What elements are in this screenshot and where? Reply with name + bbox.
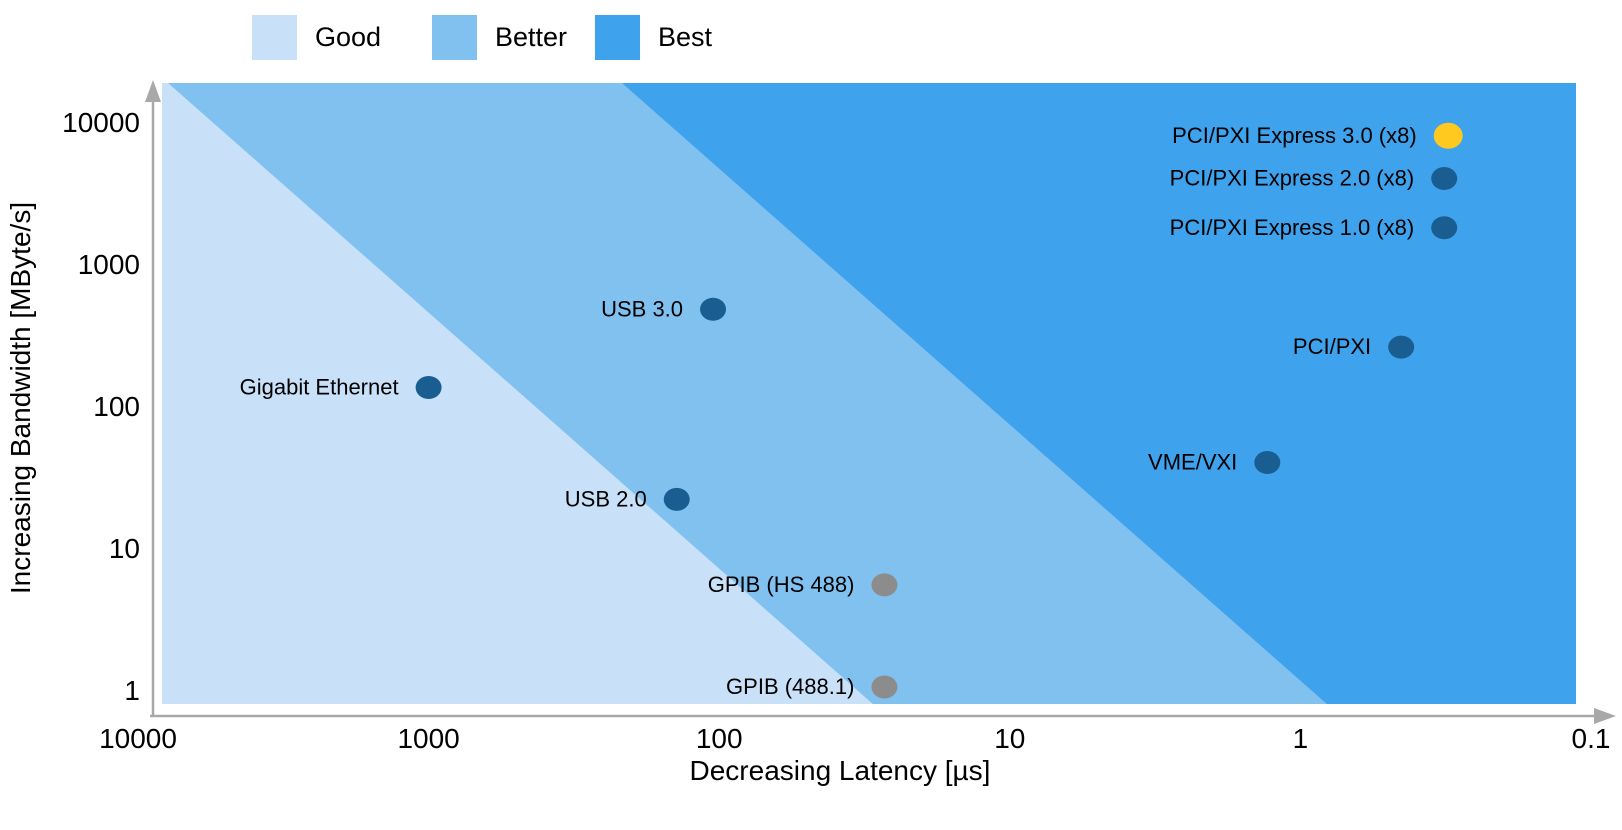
- data-point: [415, 375, 442, 399]
- legend-item-best: Best: [595, 15, 712, 60]
- data-point: [1433, 122, 1463, 149]
- y-tick-label: 1000: [78, 249, 140, 280]
- x-tick-label: 100: [696, 723, 743, 754]
- legend: Good Better Best: [0, 0, 1622, 74]
- point-label: GPIB (HS 488): [708, 572, 855, 597]
- legend-label: Best: [658, 22, 713, 52]
- point-label: Gigabit Ethernet: [240, 374, 399, 399]
- region-best: [622, 83, 1576, 704]
- legend-label: Better: [495, 22, 568, 52]
- data-point: [1431, 216, 1458, 240]
- y-tick-label: 10: [109, 533, 140, 564]
- legend-swatch-good: [252, 15, 297, 60]
- legend-swatch-best: [595, 15, 640, 60]
- data-point: [700, 297, 727, 321]
- point-label: GPIB (488.1): [726, 674, 854, 699]
- data-points: PCI/PXI Express 3.0 (x8) PCI/PXI Express …: [240, 122, 1463, 699]
- x-tick-label: 10: [994, 723, 1025, 754]
- legend-item-better: Better: [432, 15, 567, 60]
- x-tick-label: 0.1: [1572, 723, 1611, 754]
- x-axis-arrow-icon: [1594, 708, 1616, 724]
- point-label: PCI/PXI: [1293, 334, 1371, 359]
- x-tick-label: 1000: [397, 723, 459, 754]
- y-tick-label: 10000: [62, 107, 140, 138]
- data-point: [871, 675, 898, 699]
- legend-swatch-better: [432, 15, 477, 60]
- data-point: [1388, 335, 1415, 359]
- point-label: PCI/PXI Express 1.0 (x8): [1170, 215, 1415, 240]
- data-point: [1431, 167, 1458, 191]
- y-axis-title: Increasing Bandwidth [MByte/s]: [5, 202, 36, 594]
- tick-labels: 10000 1000 100 10 1 0.1 1 10 100 1000 10000: [62, 107, 1610, 754]
- y-tick-label: 1: [124, 675, 140, 706]
- legend-label: Good: [315, 22, 382, 52]
- data-point: [871, 573, 898, 597]
- point-label: VME/VXI: [1148, 450, 1237, 475]
- y-tick-label: 100: [93, 391, 140, 422]
- data-point: [663, 487, 690, 511]
- x-tick-label: 1: [1293, 723, 1309, 754]
- point-label: PCI/PXI Express 3.0 (x8): [1172, 123, 1417, 148]
- data-point: [1254, 451, 1281, 475]
- y-axis-arrow-icon: [145, 80, 161, 102]
- legend-item-good: Good: [252, 15, 381, 60]
- point-label: PCI/PXI Express 2.0 (x8): [1170, 166, 1415, 191]
- axes: [145, 80, 1616, 724]
- x-axis-title: Decreasing Latency [µs]: [690, 755, 991, 786]
- point-label: USB 3.0: [601, 296, 683, 321]
- x-tick-label: 10000: [99, 723, 177, 754]
- background-regions: [162, 83, 1576, 704]
- point-label: USB 2.0: [565, 486, 647, 511]
